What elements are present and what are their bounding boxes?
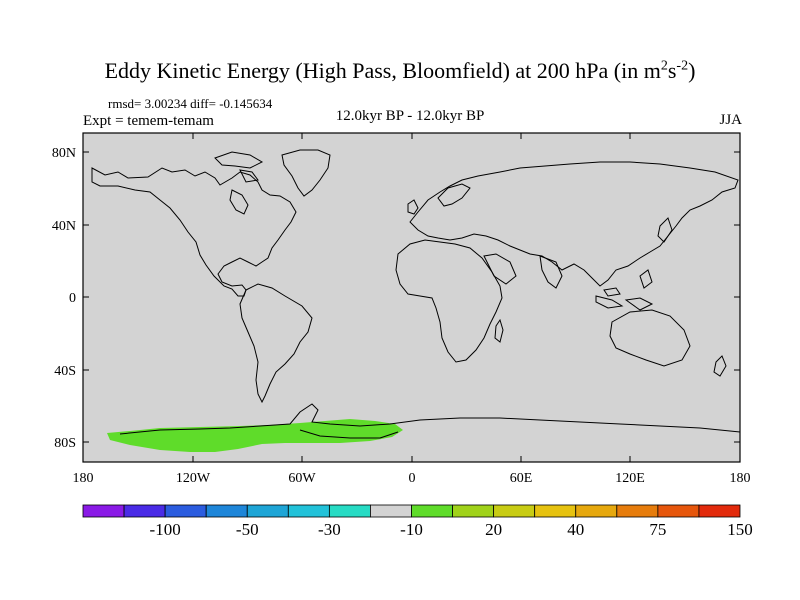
map-background (83, 133, 740, 462)
lon-tick-label: 120E (615, 471, 645, 486)
experiment-label: Expt = temem-temam (83, 113, 214, 129)
lon-tick-label: 60E (510, 471, 533, 486)
coast-scandinavia (437, 183, 471, 207)
lon-tick-label: 120W (176, 471, 211, 486)
colorbar-swatch (411, 504, 453, 518)
colorbar-swatch (534, 504, 577, 518)
lon-tick-label: 0 (409, 471, 416, 486)
coast-hudson-bay (229, 189, 249, 215)
lon-tick-label: 180 (73, 471, 94, 486)
colorbar-swatch (452, 504, 495, 518)
coast-british-isles (407, 199, 419, 215)
colorbar-swatch (205, 504, 248, 518)
colorbar-label: 20 (485, 520, 502, 539)
stats-label: rmsd= 3.00234 diff= -0.145634 (108, 96, 273, 111)
colorbar-swatch (287, 504, 330, 518)
coast-north-america (91, 167, 297, 297)
colorbar-label: -50 (236, 520, 259, 539)
coast-arctic-islands (214, 151, 264, 183)
colorbar-label: 75 (649, 520, 666, 539)
season-label: JJA (719, 112, 742, 128)
coastlines (91, 149, 741, 439)
colorbar-swatch (246, 504, 289, 518)
colorbar-label: -30 (318, 520, 341, 539)
colorbar-swatch (493, 504, 536, 518)
latitude-axis: 80N 40N 0 40S 80S (52, 146, 740, 451)
colorbar-swatch (123, 504, 166, 518)
coast-australia (609, 309, 691, 367)
coast-new-zealand (713, 355, 727, 377)
coast-south-america (239, 283, 313, 404)
period-label: 12.0kyr BP - 12.0kyr BP (335, 108, 485, 124)
shaded-region (107, 419, 403, 452)
coast-madagascar (494, 318, 504, 343)
coast-antarctica (119, 403, 741, 439)
colorbar-label: 150 (727, 520, 753, 539)
colorbar-swatch (164, 504, 207, 518)
colorbar-swatch (575, 504, 618, 518)
colorbar-swatch (370, 504, 412, 518)
colorbar-swatch (698, 504, 741, 518)
coast-africa (395, 239, 503, 363)
lon-tick-label: 180 (730, 471, 751, 486)
coast-japan (657, 217, 673, 243)
colorbar-swatch (616, 504, 659, 518)
coast-arabia-india (483, 253, 563, 289)
colorbar-label: -10 (400, 520, 423, 539)
lat-tick-label: 0 (69, 291, 76, 306)
longitude-axis: 180 120W 60W 0 60E 120E 180 (73, 133, 751, 486)
coast-greenland (281, 149, 331, 197)
lat-tick-label: 80S (54, 436, 76, 451)
chart-title: Eddy Kinetic Energy (High Pass, Bloomfie… (104, 58, 696, 83)
colorbar (82, 504, 741, 518)
colorbar-swatch (328, 504, 371, 518)
colorbar-labels: -100 -50 -30 -10 20 40 75 150 (150, 520, 753, 539)
lat-tick-label: 40S (54, 364, 76, 379)
lon-tick-label: 60W (288, 471, 316, 486)
colorbar-label: 40 (567, 520, 584, 539)
lat-tick-label: 80N (52, 146, 76, 161)
coast-se-asia-islands (595, 269, 654, 311)
lat-tick-label: 40N (52, 219, 76, 234)
colorbar-swatch (657, 504, 700, 518)
coast-eurasia (409, 161, 739, 287)
colorbar-swatch (82, 504, 125, 518)
colorbar-label: -100 (150, 520, 181, 539)
